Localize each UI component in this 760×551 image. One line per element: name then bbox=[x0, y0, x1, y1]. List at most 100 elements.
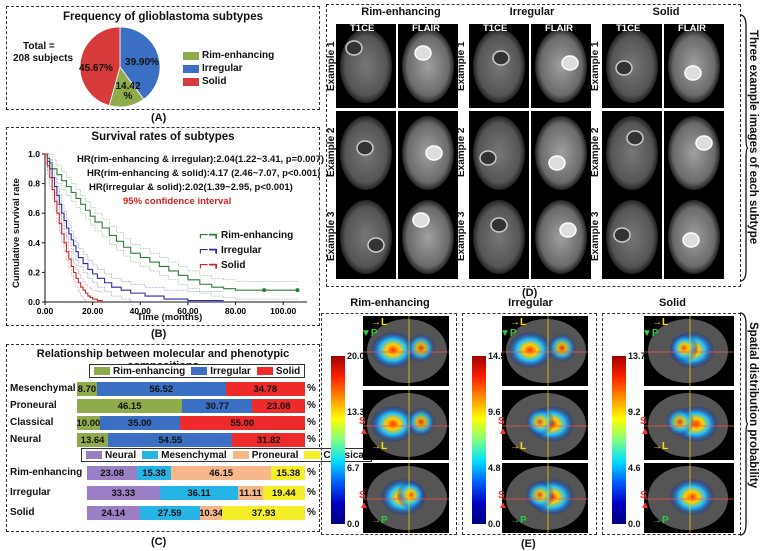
brain-shape bbox=[606, 116, 658, 190]
pie-slice-irregular bbox=[119, 26, 161, 100]
d-brace bbox=[739, 14, 749, 282]
total-label-1: Total = bbox=[23, 41, 55, 52]
surv-legend-mark-irregular: ⌐¬ bbox=[199, 241, 218, 259]
colorbar-tick: 4.8 bbox=[488, 463, 501, 473]
surv-legend-label-rim: Rim-enhancing bbox=[221, 230, 294, 241]
surv-ytick-label: 0.0 bbox=[28, 297, 40, 307]
legend-bottom-swatch-mesenchymal bbox=[142, 451, 159, 459]
orientation-marker: S bbox=[498, 490, 505, 501]
orientation-marker: →P bbox=[652, 515, 669, 526]
brain-shape bbox=[606, 200, 658, 274]
orientation-marker: →P bbox=[371, 515, 388, 526]
heatmap-blob-secondary bbox=[548, 334, 576, 362]
surv-ytick-label: 0.8 bbox=[28, 179, 40, 189]
heatmap-blob bbox=[508, 332, 552, 368]
legend-top-solid: Solid bbox=[275, 365, 301, 377]
lesion-shape bbox=[425, 145, 443, 161]
stacked-bar: 13.64 54.55 31.82 bbox=[77, 433, 305, 447]
caption-a: (A) bbox=[151, 112, 167, 124]
surv-ylabel: Cumulative survival rate bbox=[11, 178, 22, 288]
colorbar-tick: 6.7 bbox=[347, 463, 360, 473]
legend-bottom-swatch-classical bbox=[304, 451, 321, 459]
hr-line-2: HR(rim-enhancing & solid):4.17 (2.46~7.0… bbox=[87, 168, 321, 179]
lesion-shape bbox=[367, 237, 385, 253]
colorbar-tick: 13.3 bbox=[347, 407, 365, 417]
legend-top-irregular: Irregular bbox=[210, 365, 251, 377]
brain-shape bbox=[535, 200, 587, 274]
mri-thumbnail bbox=[469, 111, 529, 195]
heatmap-blob bbox=[371, 406, 415, 442]
bar-row-label: Mesenchymal bbox=[10, 383, 76, 394]
lesion-shape bbox=[613, 227, 631, 243]
surv-ci-upper-rim-enhancing bbox=[45, 153, 298, 282]
total-label-2: 208 subjects bbox=[13, 53, 74, 64]
legend-top-swatch-rim bbox=[94, 367, 110, 375]
bar-row-label: Proneural bbox=[10, 400, 57, 411]
mri-thumbnail bbox=[602, 24, 662, 108]
surv-censor-point bbox=[295, 288, 300, 293]
lesion-shape bbox=[412, 212, 430, 228]
orientation-marker: S bbox=[359, 416, 366, 427]
mri-thumbnail bbox=[602, 195, 662, 279]
surv-legend-solid: ⌐¬ Solid bbox=[199, 257, 293, 274]
heatmap-thumbnail bbox=[502, 316, 588, 386]
brain-heatmap-image bbox=[644, 463, 734, 533]
legend-label-irregular: Irregular bbox=[202, 63, 243, 74]
pie-slice-solid bbox=[79, 26, 121, 107]
bar-segment-classical: 19.44 bbox=[262, 486, 305, 500]
brain-heatmap-image bbox=[644, 390, 734, 460]
surv-line-irregular bbox=[45, 153, 224, 302]
colorbar-tick: 4.6 bbox=[628, 463, 641, 473]
stacked-bar: 8.70 56.52 34.78 bbox=[77, 382, 305, 396]
legend-rim: Rim-enhancing bbox=[183, 49, 274, 62]
e-brace bbox=[739, 312, 749, 536]
lesion-shape bbox=[684, 65, 702, 81]
surv-line-solid bbox=[45, 153, 103, 302]
bar-pct-sign: % bbox=[307, 417, 316, 428]
bar-segment-solid: 55.00 bbox=[179, 416, 305, 430]
surv-xlabel: Time (months) bbox=[137, 312, 203, 323]
orientation-marker: ▲ bbox=[498, 426, 508, 437]
colorbar-tick: 0.0 bbox=[488, 519, 501, 529]
surv-ytick-label: 0.6 bbox=[28, 208, 40, 218]
brain-slice-image bbox=[473, 200, 525, 274]
hr-line-1: HR(rim-enhancing & irregular):2.04(1.22~… bbox=[77, 154, 325, 165]
legend-top: Rim-enhancing Irregular Solid bbox=[89, 364, 306, 378]
heatmap-blob-secondary bbox=[407, 334, 435, 362]
heatmap-thumbnail bbox=[363, 463, 449, 533]
orientation-marker: ▲ bbox=[640, 426, 650, 437]
modality-label: FLAIR bbox=[545, 23, 573, 34]
brain-shape bbox=[340, 29, 392, 103]
mri-thumbnail bbox=[469, 24, 529, 108]
d-group-rim: Rim-enhancing bbox=[361, 6, 441, 18]
orientation-marker: S bbox=[498, 416, 505, 427]
orientation-marker: ▲ bbox=[359, 426, 369, 437]
d-example-3-c: Example 3 bbox=[590, 211, 601, 261]
mri-thumbnail bbox=[336, 24, 396, 108]
bar-segment-rim-enhancing: 13.64 bbox=[77, 433, 109, 447]
bar-segment-classical: 37.93 bbox=[222, 506, 305, 520]
bar-segment-solid: 31.82 bbox=[232, 433, 305, 447]
surv-ytick-label: 0.2 bbox=[28, 267, 40, 277]
heatmap-thumbnail bbox=[644, 316, 734, 386]
ci-label: 95% confidence interval bbox=[123, 196, 232, 207]
brain-heatmap-image bbox=[644, 316, 734, 386]
stacked-bar: 33.33 36.11 11.11 19.44 bbox=[87, 486, 305, 500]
lesion-shape bbox=[561, 55, 579, 71]
panel-a-title: Frequency of glioblastoma subtypes bbox=[62, 11, 263, 23]
surv-ci-upper-solid bbox=[45, 153, 103, 294]
brain-heatmap-image bbox=[502, 390, 588, 460]
bar-row-label: Solid bbox=[10, 507, 35, 518]
lesion-shape bbox=[548, 155, 566, 171]
heatmap-blob-secondary bbox=[666, 408, 694, 436]
brain-shape bbox=[535, 29, 587, 103]
lesion-shape bbox=[492, 50, 510, 66]
brain-slice-image bbox=[340, 200, 392, 274]
panel-b-title: Survival rates of subtypes bbox=[91, 131, 235, 143]
caption-d: (D) bbox=[522, 287, 538, 299]
bar-segment-irregular: 35.00 bbox=[99, 416, 180, 430]
brain-slice-image bbox=[535, 116, 587, 190]
brain-slice-image bbox=[668, 29, 720, 103]
stacked-bar: 24.14 27.59 10.34 37.93 bbox=[87, 506, 305, 520]
bar-pct-sign: % bbox=[307, 434, 316, 445]
